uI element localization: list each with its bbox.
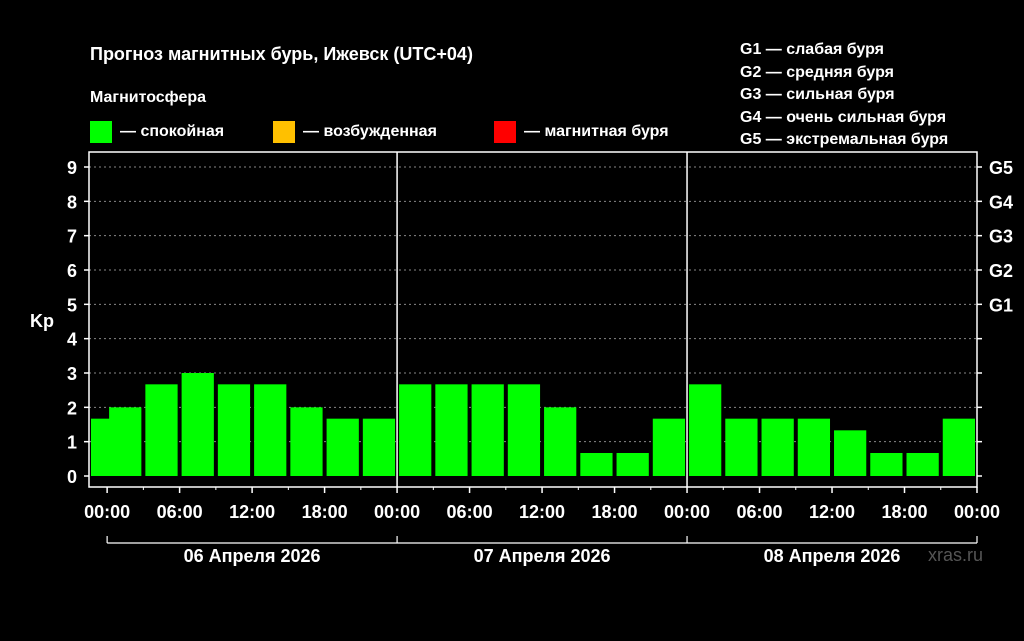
kp-bar bbox=[544, 407, 577, 476]
y-tick-label: 1 bbox=[67, 433, 77, 453]
chart-subtitle: Магнитосфера bbox=[90, 89, 207, 106]
kp-bar bbox=[254, 384, 287, 476]
kp-bar bbox=[471, 384, 504, 476]
y-tick-label: 6 bbox=[67, 261, 77, 281]
kp-bar bbox=[290, 407, 323, 476]
kp-bar bbox=[652, 418, 686, 476]
x-tick-label: 12:00 bbox=[809, 502, 855, 522]
x-tick-label: 18:00 bbox=[592, 502, 638, 522]
y-tick-label: 3 bbox=[67, 364, 77, 384]
kp-bar bbox=[797, 418, 831, 476]
storm-level-g2: G2 — средняя буря bbox=[740, 63, 894, 81]
kp-bar bbox=[399, 384, 432, 476]
storm-level-legend: G1 — слабая буря G2 — средняя буря G3 — … bbox=[740, 39, 948, 152]
g-level-label: G4 bbox=[989, 192, 1013, 212]
kp-bar bbox=[435, 384, 468, 476]
legend-item-storm: — магнитная буря bbox=[494, 120, 669, 144]
legend-label-storm: — магнитная буря bbox=[524, 123, 669, 140]
chart-title: Прогноз магнитных бурь, Ижевск (UTC+04) bbox=[90, 44, 473, 64]
y-tick-label: 2 bbox=[67, 398, 77, 418]
day-label: 08 Апреля 2026 bbox=[764, 546, 901, 566]
x-tick-label: 18:00 bbox=[881, 502, 927, 522]
day-label: 06 Апреля 2026 bbox=[184, 546, 321, 566]
legend-label-excited: — возбужденная bbox=[303, 123, 437, 140]
kp-bar bbox=[326, 418, 359, 476]
y-axis-label: Kp bbox=[30, 311, 54, 331]
y-tick-label: 4 bbox=[67, 330, 77, 350]
legend-item-excited: — возбужденная bbox=[273, 120, 437, 144]
kp-bar bbox=[725, 418, 758, 476]
kp-bar bbox=[616, 452, 649, 476]
y-tick-label: 0 bbox=[67, 467, 77, 487]
kp-bar bbox=[507, 384, 541, 476]
legend-swatch-storm bbox=[494, 121, 516, 143]
legend-item-calm: — спокойная bbox=[90, 120, 224, 144]
x-tick-label: 18:00 bbox=[302, 502, 348, 522]
kp-bar bbox=[942, 418, 975, 476]
x-tick-label: 06:00 bbox=[447, 502, 493, 522]
x-tick-label: 06:00 bbox=[157, 502, 203, 522]
x-tick-label: 00:00 bbox=[664, 502, 710, 522]
storm-level-g5: G5 — экстремальная буря bbox=[740, 131, 949, 148]
kp-bar bbox=[580, 452, 613, 476]
y-tick-label: 9 bbox=[67, 158, 77, 178]
g-level-label: G1 bbox=[989, 295, 1013, 315]
watermark: xras.ru bbox=[928, 545, 984, 565]
x-tick-label: 06:00 bbox=[737, 502, 783, 522]
kp-bar bbox=[145, 384, 178, 476]
g-level-label: G2 bbox=[989, 261, 1013, 281]
x-tick-label: 12:00 bbox=[519, 502, 565, 522]
g-level-label: G3 bbox=[989, 227, 1013, 247]
storm-level-g1: G1 — слабая буря bbox=[740, 41, 885, 58]
storm-level-g3: G3 — сильная буря bbox=[740, 86, 895, 103]
g-level-label: G5 bbox=[989, 158, 1013, 178]
kp-bar bbox=[761, 418, 794, 476]
legend-swatch-calm bbox=[90, 121, 112, 143]
x-tick-label: 12:00 bbox=[229, 502, 275, 522]
legend-swatch-excited bbox=[273, 121, 295, 143]
kp-bar bbox=[834, 430, 867, 476]
kp-bar bbox=[906, 452, 939, 476]
x-tick-label: 00:00 bbox=[84, 502, 130, 522]
kp-bar bbox=[362, 418, 396, 476]
y-tick-label: 5 bbox=[67, 295, 77, 315]
y-tick-label: 7 bbox=[67, 227, 77, 247]
x-tick-label: 00:00 bbox=[374, 502, 420, 522]
legend-label-calm: — спокойная bbox=[120, 123, 225, 140]
kp-bar bbox=[181, 373, 214, 476]
plot-frame bbox=[88, 151, 978, 488]
kp-bar bbox=[689, 384, 722, 476]
day-label: 07 Апреля 2026 bbox=[474, 546, 611, 566]
kp-bar bbox=[217, 384, 251, 476]
storm-level-g4: G4 — очень сильная буря bbox=[740, 108, 947, 126]
y-tick-label: 8 bbox=[67, 192, 77, 212]
kp-bar bbox=[109, 407, 142, 476]
kp-bar bbox=[870, 452, 903, 476]
x-tick-label: 00:00 bbox=[954, 502, 1000, 522]
